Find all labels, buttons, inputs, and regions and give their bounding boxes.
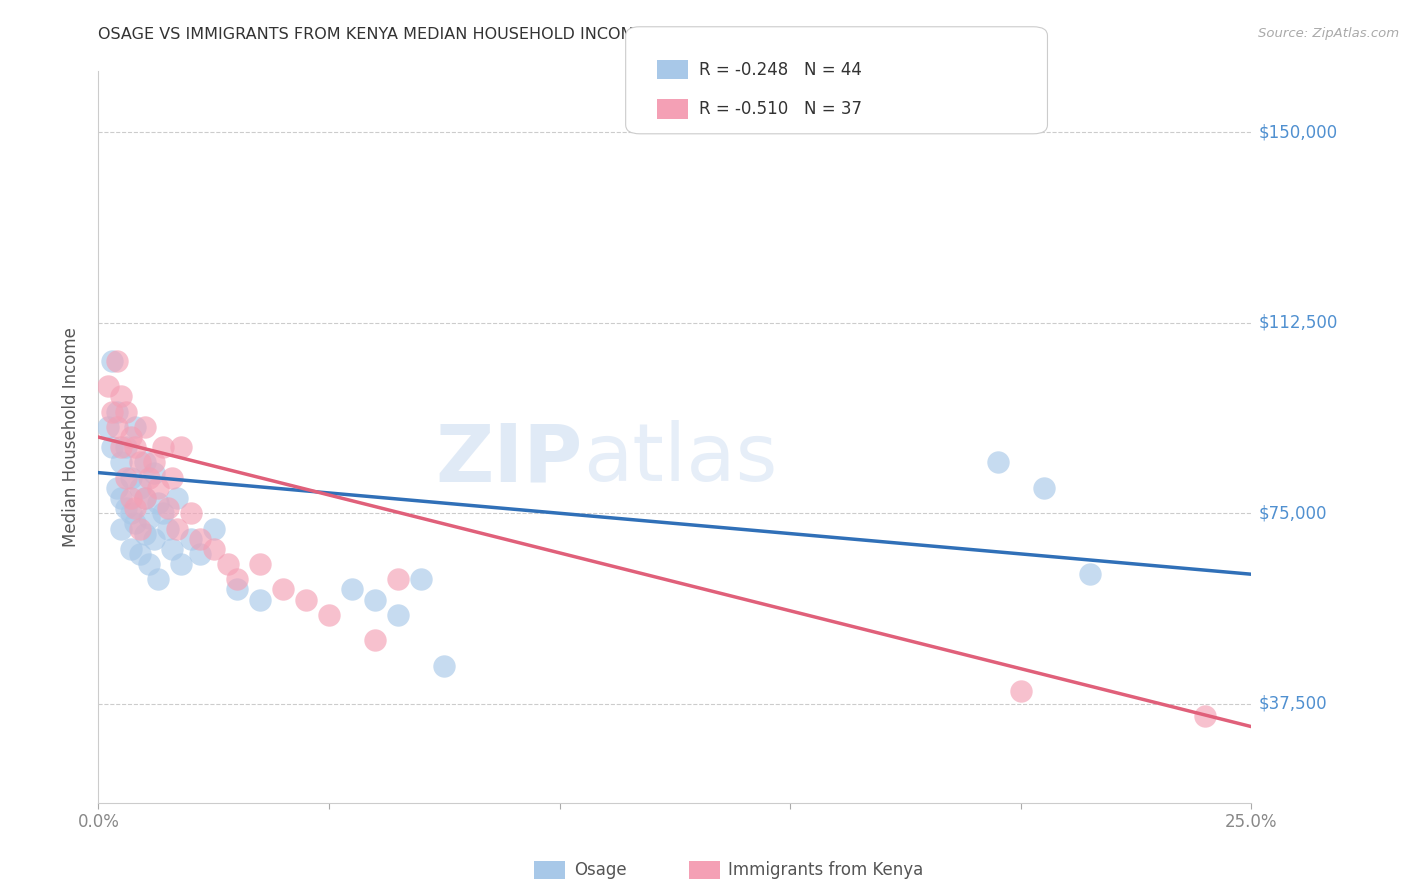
Point: [156, 501, 179, 516]
Point: [188, 532, 211, 546]
Point: [105, 481, 128, 495]
Point: [225, 572, 247, 586]
Point: [433, 658, 456, 673]
Text: R = -0.248   N = 44: R = -0.248 N = 44: [699, 61, 862, 78]
Text: R = -0.510   N = 37: R = -0.510 N = 37: [699, 100, 862, 118]
Point: [124, 420, 146, 434]
Point: [180, 506, 202, 520]
Point: [202, 521, 225, 535]
Point: [105, 420, 128, 434]
Point: [166, 491, 188, 505]
Text: $37,500: $37,500: [1258, 695, 1327, 713]
Point: [129, 521, 152, 535]
Point: [411, 572, 433, 586]
Point: [120, 471, 142, 485]
Point: [295, 592, 318, 607]
Point: [271, 582, 294, 597]
Point: [387, 607, 409, 622]
Text: Osage: Osage: [574, 861, 626, 879]
Point: [138, 471, 160, 485]
Point: [1010, 684, 1032, 698]
Point: [318, 607, 340, 622]
Point: [152, 440, 174, 454]
Point: [110, 491, 132, 505]
Point: [160, 541, 183, 556]
Point: [124, 516, 146, 531]
Point: [142, 455, 165, 469]
Point: [138, 511, 160, 525]
Point: [115, 440, 138, 454]
Point: [202, 541, 225, 556]
Point: [115, 405, 138, 419]
Text: OSAGE VS IMMIGRANTS FROM KENYA MEDIAN HOUSEHOLD INCOME CORRELATION CHART: OSAGE VS IMMIGRANTS FROM KENYA MEDIAN HO…: [98, 27, 824, 42]
Point: [142, 532, 165, 546]
Point: [120, 491, 142, 505]
Point: [134, 526, 156, 541]
Point: [97, 420, 120, 434]
Point: [170, 440, 193, 454]
Text: ZIP: ZIP: [436, 420, 582, 498]
Point: [152, 506, 174, 520]
Point: [180, 532, 202, 546]
Point: [134, 420, 156, 434]
Point: [148, 481, 170, 495]
Text: $150,000: $150,000: [1258, 123, 1337, 141]
Point: [101, 405, 124, 419]
Point: [110, 455, 132, 469]
Point: [110, 521, 132, 535]
Point: [101, 440, 124, 454]
Point: [166, 521, 188, 535]
Point: [987, 455, 1010, 469]
Point: [387, 572, 409, 586]
Point: [364, 633, 387, 648]
Point: [120, 541, 142, 556]
Point: [364, 592, 387, 607]
Point: [148, 572, 170, 586]
Point: [101, 354, 124, 368]
Point: [1078, 567, 1101, 582]
Point: [142, 466, 165, 480]
Point: [124, 440, 146, 454]
Point: [120, 430, 142, 444]
Point: [1032, 481, 1054, 495]
Point: [97, 379, 120, 393]
Point: [105, 405, 128, 419]
Point: [160, 471, 183, 485]
Point: [115, 471, 138, 485]
Point: [134, 491, 156, 505]
Y-axis label: Median Household Income: Median Household Income: [62, 327, 80, 547]
Point: [225, 582, 247, 597]
Text: Source: ZipAtlas.com: Source: ZipAtlas.com: [1258, 27, 1399, 40]
Point: [138, 557, 160, 571]
Point: [134, 491, 156, 505]
Text: $112,500: $112,500: [1258, 314, 1337, 332]
Point: [340, 582, 363, 597]
Point: [115, 501, 138, 516]
Point: [110, 389, 132, 403]
Point: [105, 354, 128, 368]
Point: [249, 557, 271, 571]
Point: [1194, 709, 1216, 723]
Point: [124, 501, 146, 516]
Point: [110, 440, 132, 454]
Text: Immigrants from Kenya: Immigrants from Kenya: [728, 861, 924, 879]
Point: [170, 557, 193, 571]
Point: [148, 496, 170, 510]
Point: [129, 547, 152, 561]
Point: [134, 455, 156, 469]
Point: [129, 455, 152, 469]
Point: [120, 506, 142, 520]
Point: [129, 481, 152, 495]
Point: [156, 521, 179, 535]
Point: [188, 547, 211, 561]
Text: $75,000: $75,000: [1258, 504, 1327, 523]
Point: [249, 592, 271, 607]
Point: [217, 557, 239, 571]
Text: atlas: atlas: [582, 420, 778, 498]
